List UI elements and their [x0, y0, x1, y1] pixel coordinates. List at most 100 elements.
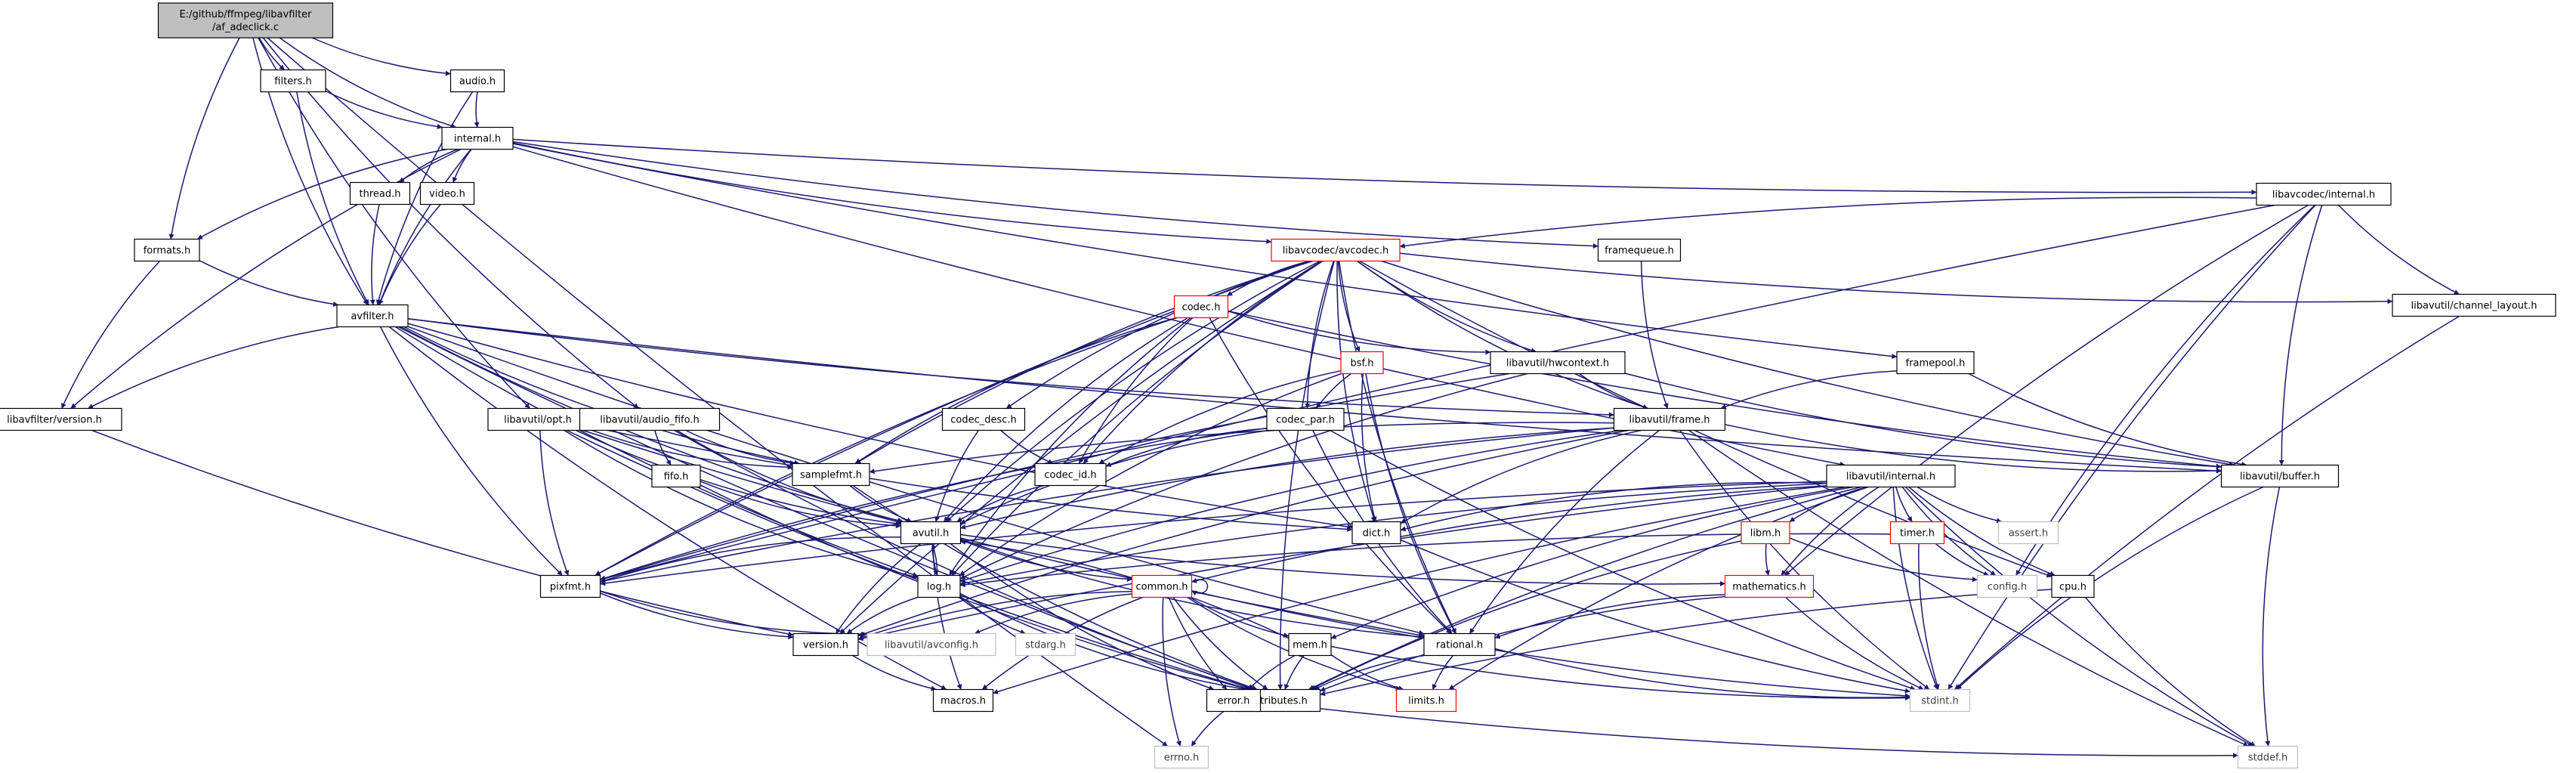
edge-avfilter-h-to-lavf-version-h	[88, 326, 339, 410]
node-timer-h[interactable]: timer.h	[1889, 521, 1945, 545]
node-root[interactable]: E:/github/ffmpeg/libavfilter/af_adeclick…	[157, 2, 334, 39]
node-framepool-h[interactable]: framepool.h	[1896, 351, 1975, 375]
node-assert-h[interactable]: assert.h	[1997, 521, 2059, 545]
edge-lavc-internal-h-to-avcodec-h	[1399, 196, 2257, 249]
node-libm-h[interactable]: libm.h	[1740, 521, 1790, 545]
node-box	[1206, 688, 1262, 713]
node-config-h[interactable]: config.h	[1976, 574, 2038, 598]
edge-opt-h-to-avutil-h	[575, 429, 901, 527]
node-fifo-h[interactable]: fifo.h	[651, 464, 701, 488]
node-channel-layout-h[interactable]: libavutil/channel_layout.h	[2392, 293, 2556, 317]
node-version-h[interactable]: version.h	[792, 632, 859, 657]
node-label: audio.h	[459, 76, 496, 88]
node-box	[1131, 574, 1193, 598]
node-log-h[interactable]: log.h	[917, 574, 961, 598]
node-codec-desc-h[interactable]: codec_desc.h	[941, 407, 1026, 431]
edge-root-to-opt-h	[258, 37, 530, 410]
edge-avcodec-h-to-frame-h	[1357, 260, 1648, 410]
edge-frame-h-to-dict-h	[1400, 429, 1642, 524]
node-codec-par-h[interactable]: codec_par.h	[1266, 407, 1345, 431]
node-errno-h[interactable]: errno.h	[1154, 745, 1209, 769]
node-label: libavfilter/version.h	[7, 415, 102, 426]
node-frame-h[interactable]: libavutil/frame.h	[1613, 407, 1726, 431]
edge-internal-h-to-framepool-h	[512, 143, 1898, 359]
node-lavc-internal-h[interactable]: libavcodec/internal.h	[2256, 182, 2392, 206]
node-box	[2220, 464, 2340, 488]
node-avfilter-h[interactable]: avfilter.h	[336, 304, 409, 328]
node-rational-h[interactable]: rational.h	[1423, 632, 1496, 657]
edge-codec-h-to-avutil-h	[943, 317, 1188, 522]
edge-log-h-to-attributes-h	[959, 592, 1247, 691]
node-label: dict.h	[1363, 528, 1390, 540]
edge-frame-h-to-stdint-h	[1679, 430, 1930, 691]
node-filters-h[interactable]: filters.h	[260, 69, 326, 93]
node-stddef-h[interactable]: stddef.h	[2237, 745, 2299, 769]
node-video-h[interactable]: video.h	[419, 181, 475, 206]
edge-fifo-h-to-avutil-h	[700, 481, 901, 529]
edge-common-h-to-attributes-h	[1172, 597, 1268, 691]
node-audio-h[interactable]: audio.h	[449, 69, 505, 93]
edge-common-h-to-error-h	[1168, 597, 1228, 690]
node-box	[1826, 464, 1956, 488]
node-common-h[interactable]: common.h	[1131, 574, 1193, 598]
node-cpu-h[interactable]: cpu.h	[2051, 574, 2095, 598]
node-label: avutil.h	[913, 528, 950, 540]
node-pixfmt-h[interactable]: pixfmt.h	[539, 574, 601, 598]
edge-avutil-h-to-version-h	[835, 543, 921, 634]
edge-formats-h-to-lavf-version-h	[60, 260, 160, 409]
node-hwcontext-h[interactable]: libavutil/hwcontext.h	[1490, 351, 1626, 375]
node-framequeue-h[interactable]: framequeue.h	[1597, 238, 1682, 262]
node-lavf-version-h[interactable]: libavfilter/version.h	[0, 407, 122, 431]
node-opt-h[interactable]: libavutil/opt.h	[487, 407, 588, 431]
node-macros-h[interactable]: macros.h	[932, 688, 994, 713]
node-stdarg-h[interactable]: stdarg.h	[1015, 632, 1076, 657]
node-box	[336, 304, 409, 328]
node-dict-h[interactable]: dict.h	[1351, 521, 1401, 545]
edge-error-h-to-stddef-h	[1260, 701, 2238, 759]
node-audio-fifo-h[interactable]: libavutil/audio_fifo.h	[579, 407, 721, 431]
edges-layer	[60, 37, 2460, 759]
edge-lavc-internal-h-to-mathematics-h	[1784, 204, 2309, 577]
edge-lavc-internal-h-to-stdint-h	[1947, 204, 2316, 690]
edge-lavu-internal-h-to-config-h	[1901, 487, 1997, 577]
node-codec-id-h[interactable]: codec_id.h	[1034, 462, 1107, 487]
node-limits-h[interactable]: limits.h	[1395, 688, 1457, 713]
node-label: libavutil/hwcontext.h	[1506, 358, 1609, 369]
node-box	[1288, 632, 1332, 657]
node-box	[134, 238, 200, 262]
node-box	[1266, 407, 1345, 431]
edge-avcodec-h-to-attributes-h	[1277, 261, 1335, 690]
node-label: libavutil/frame.h	[1629, 415, 1710, 426]
node-buffer-h[interactable]: libavutil/buffer.h	[2220, 464, 2340, 488]
edge-rational-h-to-limits-h	[1432, 655, 1453, 690]
node-samplefmt-h[interactable]: samplefmt.h	[792, 462, 870, 487]
node-bsf-h[interactable]: bsf.h	[1340, 351, 1384, 375]
node-box	[792, 462, 870, 487]
node-codec-h[interactable]: codec.h	[1173, 295, 1229, 319]
node-label: codec_par.h	[1276, 415, 1335, 426]
node-box	[539, 574, 601, 598]
node-label: libm.h	[1750, 528, 1781, 540]
node-lavu-internal-h[interactable]: libavutil/internal.h	[1826, 464, 1956, 488]
node-formats-h[interactable]: formats.h	[134, 238, 200, 262]
edge-codec-par-h-to-stdint-h	[1330, 429, 1916, 691]
edge-libm-h-to-attributes-h	[1310, 540, 1742, 691]
edge-avfilter-h-to-pixfmt-h	[379, 326, 563, 577]
node-mem-h[interactable]: mem.h	[1288, 632, 1332, 657]
node-avconfig-h[interactable]: libavutil/avconfig.h	[866, 632, 996, 657]
node-stdint-h[interactable]: stdint.h	[1909, 688, 1971, 713]
node-mathematics-h[interactable]: mathematics.h	[1724, 574, 1815, 598]
node-label: libavutil/avconfig.h	[885, 640, 978, 651]
node-error-h[interactable]: error.h	[1206, 688, 1262, 713]
node-thread-h[interactable]: thread.h	[349, 181, 411, 206]
edge-root-to-audio-h	[311, 37, 451, 76]
node-label: stddef.h	[2248, 753, 2287, 764]
node-avutil-h[interactable]: avutil.h	[900, 521, 962, 545]
node-box	[1154, 745, 1209, 769]
node-box	[157, 2, 334, 39]
edge-lavu-internal-h-to-mem-h	[1330, 486, 1854, 639]
edge-avcodec-h-to-avutil-h	[946, 260, 1320, 523]
node-avcodec-h[interactable]: libavcodec/avcodec.h	[1271, 238, 1401, 262]
edge-common-h-to-errno-h	[1162, 597, 1181, 747]
node-internal-h[interactable]: internal.h	[441, 126, 514, 150]
